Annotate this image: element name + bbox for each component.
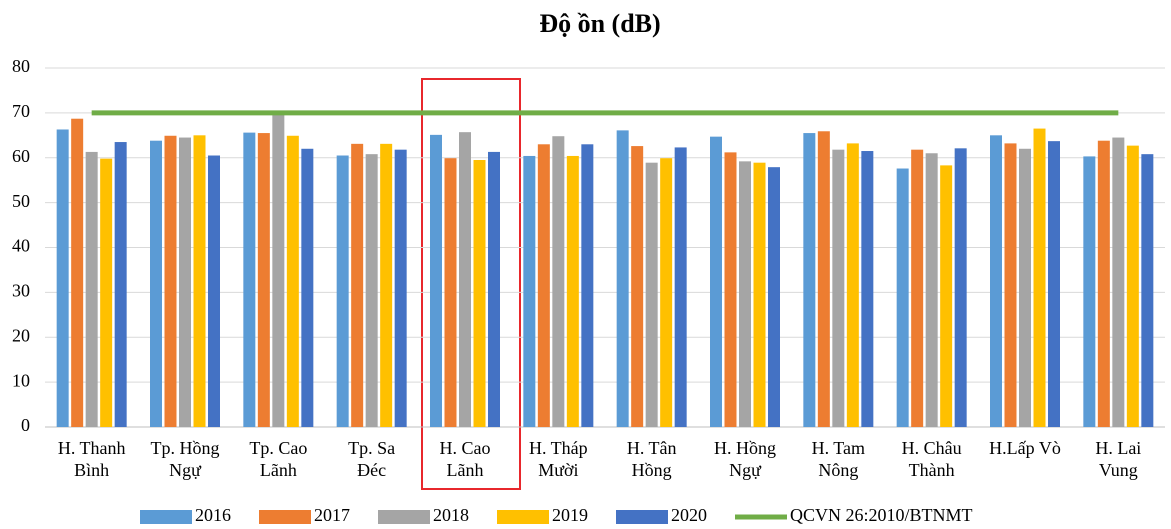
bar bbox=[846, 143, 859, 427]
bar bbox=[1141, 154, 1154, 427]
bar bbox=[488, 151, 500, 427]
bar bbox=[552, 136, 565, 427]
x-tick-label: Tp. Cao Lãnh bbox=[249, 438, 307, 480]
bar bbox=[380, 143, 393, 427]
bar bbox=[164, 135, 177, 428]
legend-swatch bbox=[259, 510, 311, 524]
x-tick-label: H. Châu Thành bbox=[902, 438, 962, 480]
bar bbox=[1048, 141, 1060, 428]
bar bbox=[645, 162, 658, 427]
y-tick-label: 10 bbox=[12, 370, 30, 390]
legend-swatch bbox=[497, 510, 549, 524]
bar bbox=[1033, 128, 1046, 428]
y-tick-label: 50 bbox=[12, 191, 30, 211]
bar bbox=[861, 151, 874, 428]
bar bbox=[940, 165, 953, 427]
bar bbox=[537, 144, 550, 427]
x-tick-label: H. Thanh Bình bbox=[58, 438, 126, 480]
bar bbox=[616, 130, 629, 427]
bar bbox=[832, 149, 845, 428]
bar bbox=[351, 143, 364, 427]
y-tick-label: 30 bbox=[12, 281, 30, 301]
legend-swatch bbox=[140, 510, 192, 524]
x-tick-label: H. Tân Hồng bbox=[627, 438, 677, 480]
bar bbox=[243, 132, 256, 427]
legend-swatch bbox=[378, 510, 430, 524]
bar bbox=[1097, 140, 1110, 427]
bar bbox=[925, 153, 938, 427]
bar bbox=[768, 167, 780, 427]
bar bbox=[394, 149, 407, 428]
bar bbox=[896, 168, 909, 427]
x-tick-label: H. Cao Lãnh bbox=[440, 438, 491, 480]
legend-label: 2019 bbox=[552, 505, 588, 525]
legend-label: QCVN 26:2010/BTNMT bbox=[790, 505, 973, 525]
bar bbox=[71, 118, 84, 428]
bar bbox=[803, 133, 816, 427]
legend-label: 2016 bbox=[195, 505, 231, 525]
chart-title: Độ ồn (dB) bbox=[539, 9, 660, 38]
bar bbox=[954, 148, 967, 428]
bar bbox=[301, 148, 314, 427]
bar bbox=[114, 142, 127, 427]
bar bbox=[179, 137, 191, 427]
highlight-box bbox=[421, 78, 521, 490]
bar bbox=[272, 112, 285, 427]
bar bbox=[817, 131, 830, 427]
x-tick-label: H.Lấp Vò bbox=[989, 438, 1061, 458]
bar bbox=[1083, 156, 1096, 427]
bar bbox=[581, 144, 594, 427]
bar bbox=[753, 162, 766, 427]
x-tick-label: Tp. Sa Đéc bbox=[348, 438, 395, 480]
bar bbox=[739, 161, 751, 427]
bar bbox=[523, 155, 536, 427]
legend-label: 2018 bbox=[433, 505, 469, 525]
x-tick-label: H. Hồng Ngự bbox=[714, 438, 776, 480]
bar bbox=[365, 154, 378, 427]
legend-label: 2017 bbox=[314, 505, 350, 525]
bar bbox=[150, 140, 162, 427]
bar bbox=[1126, 145, 1139, 428]
y-tick-label: 0 bbox=[21, 415, 30, 435]
bar bbox=[430, 134, 442, 427]
bar bbox=[911, 149, 924, 428]
y-tick-label: 70 bbox=[12, 101, 30, 121]
x-tick-label: H. Lai Vung bbox=[1095, 438, 1141, 480]
bar bbox=[674, 147, 687, 427]
bar bbox=[473, 159, 486, 427]
y-tick-label: 20 bbox=[12, 325, 30, 345]
bar bbox=[257, 133, 270, 427]
x-tick-label: Tp. Hồng Ngự bbox=[151, 438, 220, 480]
y-tick-label: 60 bbox=[12, 146, 30, 166]
y-tick-label: 40 bbox=[12, 236, 30, 256]
bar bbox=[100, 158, 113, 427]
bar bbox=[208, 155, 220, 427]
bar bbox=[660, 158, 673, 428]
bar bbox=[710, 136, 722, 427]
x-tick-label: H. Tam Nông bbox=[812, 438, 865, 480]
bar bbox=[85, 151, 98, 427]
bar bbox=[56, 129, 69, 427]
bar bbox=[631, 146, 644, 427]
bar bbox=[193, 135, 206, 427]
bar bbox=[1004, 143, 1017, 427]
bar bbox=[566, 155, 579, 427]
bar bbox=[459, 132, 471, 427]
bar bbox=[724, 152, 737, 428]
x-tick-label: H. Tháp Mười bbox=[529, 438, 588, 480]
bar bbox=[444, 158, 457, 428]
bar bbox=[1112, 137, 1125, 427]
legend-label: 2020 bbox=[671, 505, 707, 525]
bar bbox=[990, 135, 1002, 427]
bar bbox=[336, 155, 349, 427]
bar bbox=[1019, 148, 1031, 427]
legend-swatch bbox=[616, 510, 668, 524]
bar bbox=[286, 135, 299, 428]
y-tick-label: 80 bbox=[12, 56, 30, 76]
